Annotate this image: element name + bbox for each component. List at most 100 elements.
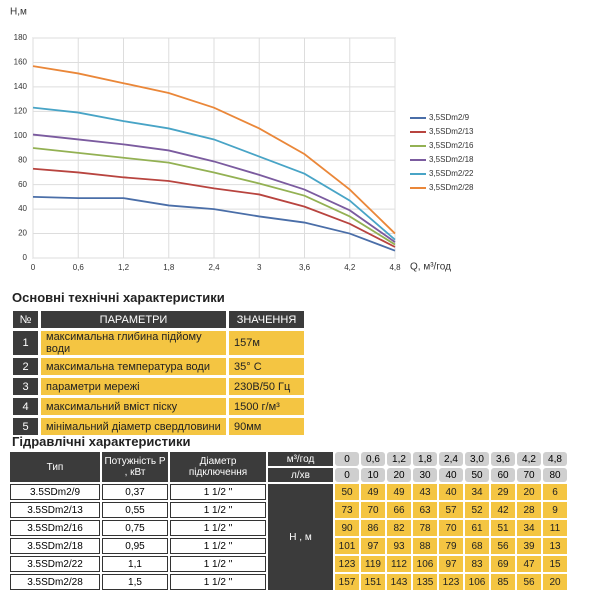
table-cell: 20 [517,484,541,500]
table-row: 3.5SDm2/13 0,55 1 1/2 " 73 70 66 63 57 52 42 28 9 [10,502,567,518]
table-cell: 69 [491,556,515,572]
series-line [32,133,396,243]
table-row: 3.5SDm2/22 1,1 1 1/2 " 123 119 112 106 97 83 69 47… [10,556,567,572]
table-cell: 70 [517,468,541,482]
table-cell: 157 [335,574,359,590]
table-cell: 63 [413,502,437,518]
table-cell: 43 [413,484,437,500]
table-cell: 34 [465,484,489,500]
table-cell: 30 [413,468,437,482]
table-cell: 0,37 [102,484,168,500]
y-axis-label: Н,м [10,7,27,18]
table-cell: 83 [465,556,489,572]
table-cell: 35° С [229,358,304,375]
table-cell: 90мм [229,418,304,435]
table-cell: 157м [229,331,304,355]
table-row: 2 максимальна температура води 35° С [13,358,304,375]
table-cell: 0,6 [361,452,385,466]
x-tick-label: 0 [31,263,36,272]
table-cell: 1,1 [102,556,168,572]
table-cell: 82 [387,520,411,536]
table-cell: Н , м [268,484,333,590]
table-cell: Діаметр підключення [170,452,266,482]
table-row: 3.5SDm2/28 1,5 1 1/2 " 157 151 143 135 123 106 85… [10,574,567,590]
table-cell: 230В/50 Гц [229,378,304,395]
table-cell: 3,0 [465,452,489,466]
table-cell: 97 [361,538,385,554]
table-cell: 1,2 [387,452,411,466]
table-row: 4 максимальний вміст піску 1500 г/м³ [13,398,304,415]
section-title: Основні технічні характеристики [12,290,225,305]
table-cell: 39 [517,538,541,554]
table-cell: 28 [517,502,541,518]
table-cell: 52 [465,502,489,518]
table-cell: Потужність Р , кВт [102,452,168,482]
table-cell: 20 [543,574,567,590]
table-row: 1 максимальна глибина підйому води 157м [13,331,304,355]
table-cell: 1,8 [413,452,437,466]
y-tick-label: 0 [23,253,28,262]
series-line [32,147,396,246]
x-tick-label: 0,6 [73,263,85,272]
table-cell: 68 [465,538,489,554]
table-cell: л/хв [268,468,333,482]
table-cell: 151 [361,574,385,590]
table-cell: 49 [387,484,411,500]
table-cell: 0,55 [102,502,168,518]
legend-label: 3,5SDm2/22 [429,169,474,178]
table-cell: 1 1/2 " [170,484,266,500]
table-cell: № [13,311,38,328]
table-cell: 4,8 [543,452,567,466]
table-cell: 1,5 [102,574,168,590]
table-cell: максимальна глибина підйому води [41,331,226,355]
table-cell: 85 [491,574,515,590]
table-cell: 0 [335,468,359,482]
x-tick-label: 1,2 [118,263,130,272]
table-row: Тип Потужність Р , кВт Діаметр підключення… [10,452,567,482]
table-cell: 51 [491,520,515,536]
table-cell: 4,2 [517,452,541,466]
table-cell: 34 [517,520,541,536]
table-cell: 3.5SDm2/13 [10,502,100,518]
legend-label: 3,5SDm2/18 [429,155,474,164]
table-cell: 61 [465,520,489,536]
specs-table: № ПАРАМЕТРИ ЗНАЧЕННЯ 1 максимальна глибина п… [10,308,307,438]
legend-label: 3,5SDm2/13 [429,127,474,136]
y-tick-label: 20 [18,229,27,238]
table-cell: 50 [335,484,359,500]
section-title: Гідравлічні характеристики [12,434,191,449]
table-cell: 0,95 [102,538,168,554]
y-tick-label: 40 [18,204,27,213]
table-cell: 119 [361,556,385,572]
table-cell: 143 [387,574,411,590]
table-cell: 3.5SDm2/9 [10,484,100,500]
table-cell: мінімальний діаметр свердловини [41,418,226,435]
table-cell: 47 [517,556,541,572]
table-cell: 123 [335,556,359,572]
table-row: 5 мінімальний діаметр свердловини 90мм [13,418,304,435]
table-cell: 66 [387,502,411,518]
table-cell: 2,4 [439,452,463,466]
table-cell: ПАРАМЕТРИ [41,311,226,328]
table-cell: 3.5SDm2/22 [10,556,100,572]
table-cell: 1 1/2 " [170,520,266,536]
table-cell: 73 [335,502,359,518]
table-cell: 1 1/2 " [170,556,266,572]
table-cell: 3,6 [491,452,515,466]
table-row: л/хв 0 10 20 30 40 50 60 70 80 [10,468,567,482]
series-line [32,65,396,235]
table-cell: 88 [413,538,437,554]
x-tick-label: 3,6 [299,263,311,272]
table-cell: 3.5SDm2/18 [10,538,100,554]
x-tick-label: 2,4 [208,263,220,272]
x-tick-label: 3 [257,263,262,272]
table-cell: 10 [361,468,385,482]
table-cell: 9 [543,502,567,518]
y-tick-label: 80 [18,155,27,164]
series-line [32,195,396,252]
table-cell: 1500 г/м³ [229,398,304,415]
table-row: 3.5SDm2/16 0,75 1 1/2 " 90 86 82 78 70 61 51 34 11 [10,520,567,536]
table-row: 3 параметри мережі 230В/50 Гц [13,378,304,395]
table-cell: 4 [13,398,38,415]
table-cell: 56 [517,574,541,590]
